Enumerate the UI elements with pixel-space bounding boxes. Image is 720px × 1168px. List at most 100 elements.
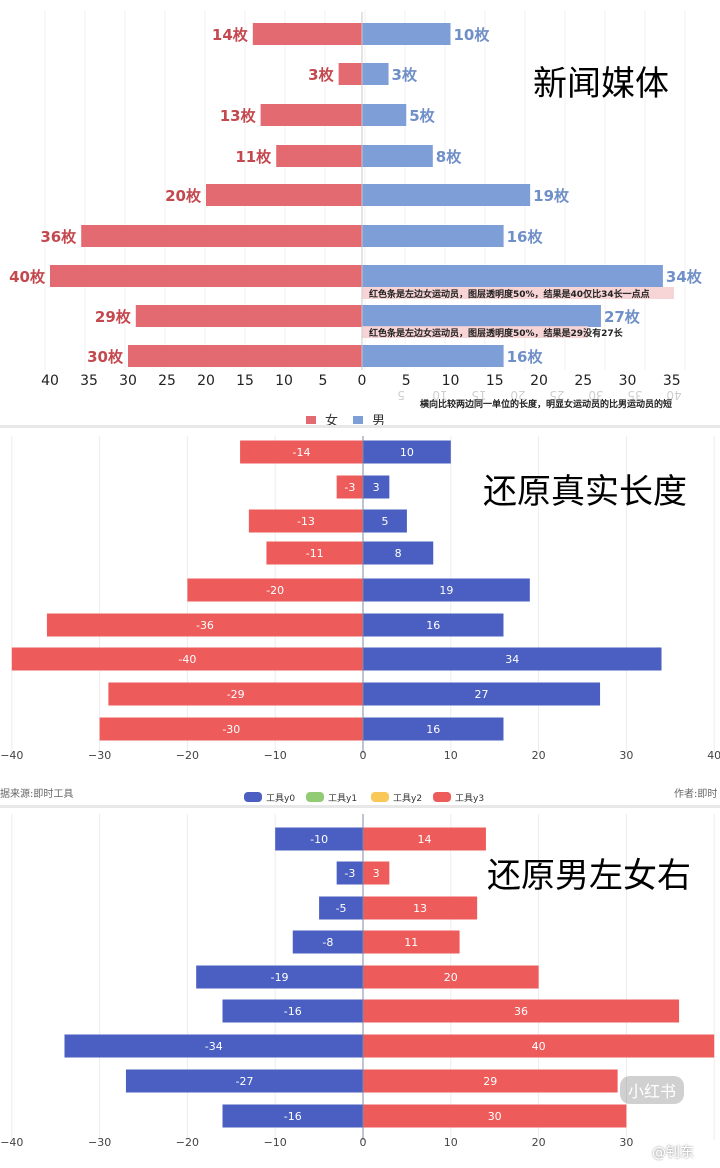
left-bar-value-label: -10 (310, 833, 328, 846)
right-bar-value-label: 14 (417, 833, 431, 846)
ghost-tick-label: 25 (549, 388, 564, 402)
legend-label: 工具y3 (455, 793, 484, 804)
left-bar-value-label: -34 (205, 1040, 223, 1053)
left-bar-value-label: -30 (222, 723, 240, 736)
left-bar-value-label: -20 (266, 584, 284, 597)
male-bar (362, 225, 504, 247)
legend-swatch-female (306, 416, 316, 424)
female-bar (338, 63, 362, 85)
male-bar (362, 23, 451, 45)
x-tick-label: 10 (444, 1136, 458, 1149)
legend-swatch-male (353, 416, 363, 424)
true-length-chart-panel: -14 10 -3 3 -13 5 -11 8 -20 19 -36 16 -40 34 -29 27 -30 1… (0, 428, 720, 808)
right-bar (363, 861, 390, 885)
ghost-tick-label: 20 (510, 388, 525, 402)
x-tick-label: −20 (176, 1136, 199, 1149)
right-bar (363, 999, 680, 1023)
left-bar (222, 999, 363, 1023)
legend-label: 工具y1 (328, 793, 357, 804)
left-bar (336, 475, 363, 499)
male-value-label: 10枚 (454, 26, 491, 44)
right-bar (363, 682, 601, 706)
left-bar (222, 1104, 363, 1128)
media-chart-panel: 14枚 10枚 3枚 3枚 13枚 5枚 11枚 8枚 20枚 19枚 36枚 16枚 40枚 34枚 29… (0, 0, 720, 428)
left-bar-value-label: -3 (344, 481, 355, 494)
x-tick-label: −20 (176, 749, 199, 762)
right-bar (363, 475, 390, 499)
left-bar-value-label: -14 (293, 446, 311, 459)
male-value-label: 3枚 (392, 66, 418, 84)
left-bar (187, 578, 363, 602)
male-bar (362, 145, 433, 167)
male-value-label: 34枚 (666, 268, 703, 286)
ghost-tick-label: 40 (666, 388, 681, 402)
left-bar-value-label: -16 (284, 1005, 302, 1018)
annotation-text: 红色条是左边女运动员，图层透明度50%，结果是40仅比34长一点点 (369, 288, 650, 300)
legend-swatch (244, 792, 262, 802)
overlay-bar (362, 326, 589, 338)
x-tick-label: 20 (197, 373, 215, 389)
legend-label: 工具y2 (393, 793, 422, 804)
x-tick-label: −10 (264, 1136, 287, 1149)
legend-label: 工具y0 (266, 793, 295, 804)
footer-source: 据来源:即时工具 (0, 787, 73, 800)
right-bar-value-label: 16 (426, 619, 440, 632)
x-tick-label: −40 (0, 749, 23, 762)
media-chart-title: 新闻媒体 (533, 64, 669, 104)
x-tick-label: 20 (532, 749, 546, 762)
x-tick-label: 20 (530, 373, 548, 389)
left-bar-value-label: -40 (178, 653, 196, 666)
right-bar (363, 647, 662, 671)
x-tick-label: −10 (264, 749, 287, 762)
male-value-label: 16枚 (507, 348, 544, 366)
female-value-label: 3枚 (308, 66, 334, 84)
right-bar (363, 930, 460, 954)
left-bar (125, 1069, 363, 1093)
right-bar (363, 1069, 618, 1093)
left-bar (11, 647, 364, 671)
ghost-tick-label: 10 (432, 388, 447, 402)
left-bar-value-label: -16 (284, 1110, 302, 1123)
left-bar (336, 861, 363, 885)
right-bar (363, 541, 434, 565)
right-bar-value-label: 3 (373, 481, 380, 494)
female-bar (128, 345, 362, 367)
x-tick-label: 30 (619, 1136, 633, 1149)
right-bar-value-label: 16 (426, 723, 440, 736)
right-bar (363, 1034, 715, 1058)
media-chart: 14枚 10枚 3枚 3枚 13枚 5枚 11枚 8枚 20枚 19枚 36枚 16枚 40枚 34枚 29… (9, 10, 703, 428)
male-bar (362, 104, 407, 126)
right-bar-value-label: 40 (532, 1040, 546, 1053)
female-value-label: 11枚 (235, 148, 272, 166)
female-value-label: 20枚 (165, 187, 202, 205)
male-bar (362, 184, 531, 206)
left-bar (292, 930, 363, 954)
left-bar (275, 827, 363, 851)
x-tick-label: 30 (119, 373, 137, 389)
female-value-label: 30枚 (87, 348, 124, 366)
right-bar-value-label: 13 (413, 902, 427, 915)
x-tick-label: −30 (88, 1136, 111, 1149)
x-tick-label: −30 (88, 749, 111, 762)
left-bar (46, 613, 364, 637)
left-bar-value-label: -8 (322, 936, 333, 949)
left-bar (64, 1034, 363, 1058)
x-tick-label: 25 (158, 373, 176, 389)
left-bar (196, 965, 363, 989)
left-bar-value-label: -27 (235, 1075, 253, 1088)
right-bar-value-label: 29 (483, 1075, 497, 1088)
x-tick-label: 20 (532, 1136, 546, 1149)
left-bar-value-label: -5 (336, 902, 347, 915)
legend-swatch (306, 792, 324, 802)
x-tick-label: 30 (619, 373, 637, 389)
male-value-label: 5枚 (409, 107, 435, 125)
female-bar (81, 225, 362, 247)
male-bar (362, 345, 504, 367)
swapped-chart-panel: -10 14 -3 3 -5 13 -8 11 -19 20 -16 36 -34 40 -27 29 -16 3… (0, 808, 720, 1168)
left-bar (99, 717, 363, 741)
right-bar-value-label: 8 (395, 547, 402, 560)
left-bar-value-label: -11 (306, 547, 324, 560)
x-tick-label: 10 (442, 373, 460, 389)
right-bar (363, 578, 530, 602)
swapped-chart: -10 14 -3 3 -5 13 -8 11 -19 20 -16 36 -34 40 -27 29 -16 3… (0, 814, 715, 1149)
